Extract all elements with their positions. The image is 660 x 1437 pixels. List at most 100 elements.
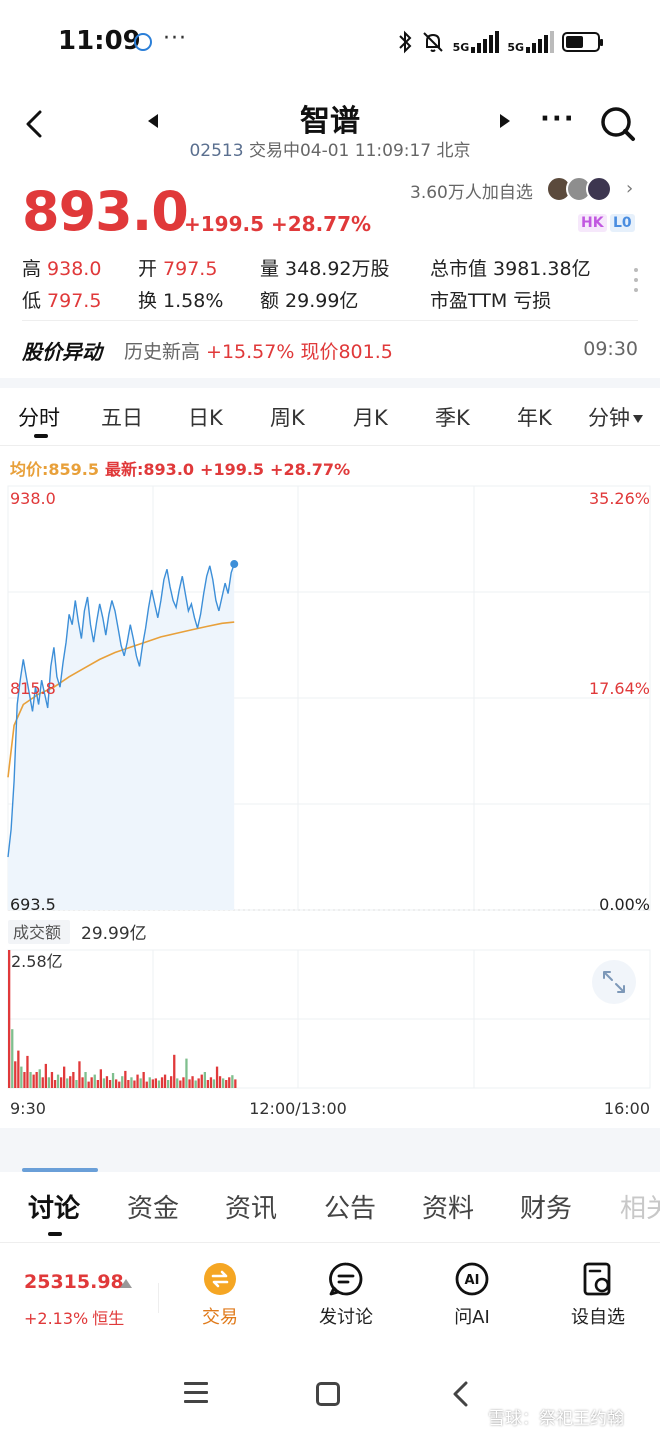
volume-bar — [50, 1072, 54, 1088]
volume-bar — [163, 1074, 167, 1088]
active-tab-indicator — [34, 434, 48, 438]
follower-avatars[interactable] — [546, 176, 612, 202]
watchlist-icon — [583, 1262, 611, 1296]
tab-weekly-k[interactable]: 周K — [270, 406, 305, 430]
discuss-icon — [329, 1262, 363, 1296]
volume-bar — [124, 1070, 127, 1088]
volume-bar — [231, 1075, 234, 1088]
pct-tick-mid: 17.64% — [589, 679, 650, 698]
price-area-fill — [8, 564, 235, 910]
active-tab-indicator — [48, 1232, 62, 1236]
tab-daily-k[interactable]: 日K — [188, 406, 223, 430]
volume-bar — [78, 1061, 81, 1088]
chart-canvas: 938.0 815.8 693.5 35.26% 17.64% 0.00% 成交… — [7, 485, 651, 1118]
volume-bar — [215, 1066, 219, 1088]
intraday-chart[interactable]: 938.0 815.8 693.5 35.26% 17.64% 0.00% 成交… — [0, 480, 660, 1130]
trade-button[interactable]: 交易 — [170, 1261, 270, 1329]
tab-quarterly-k[interactable]: 季K — [435, 406, 470, 430]
volume-bar — [185, 1058, 188, 1088]
volume-bar — [115, 1079, 118, 1088]
stat-value: 亏损 — [513, 290, 552, 312]
vertical-more-icon[interactable] — [634, 268, 638, 298]
volume-bar — [203, 1072, 206, 1088]
volume-bar — [23, 1072, 26, 1088]
chevron-right-icon[interactable]: › — [626, 178, 634, 199]
y-tick-low: 693.5 — [10, 895, 56, 914]
tab-monthly-k[interactable]: 月K — [353, 406, 388, 430]
volume-bar — [133, 1080, 136, 1088]
post-discussion-label: 发讨论 — [319, 1307, 373, 1328]
volume-bar — [108, 1080, 112, 1088]
previous-stock-icon[interactable] — [148, 114, 158, 128]
svg-text:AI: AI — [465, 1273, 480, 1288]
index-change-pct: +2.13% — [24, 1309, 89, 1328]
post-discussion-button[interactable]: 发讨论 — [296, 1261, 396, 1329]
volume-bar — [14, 1061, 17, 1088]
ai-icon: AI — [455, 1262, 489, 1296]
tab-announcements[interactable]: 公告 — [324, 1194, 377, 1224]
status-more-icon: ··· — [163, 26, 187, 51]
status-icons: 5G 5G — [397, 28, 603, 56]
trade-label: 交易 — [202, 1307, 238, 1328]
volume-bar — [188, 1079, 191, 1088]
volume-bar — [218, 1076, 222, 1088]
ask-ai-button[interactable]: AI 问AI — [422, 1261, 522, 1329]
banner-indicator — [22, 1168, 98, 1172]
legend-change-pct: +28.77% — [270, 460, 351, 479]
volume-bar — [197, 1078, 200, 1088]
back-icon[interactable] — [18, 106, 54, 142]
volume-bar — [200, 1074, 203, 1088]
volume-bar — [84, 1072, 87, 1088]
stat-label: 量 — [260, 258, 280, 280]
volume-bar — [8, 950, 11, 1088]
next-stock-icon[interactable] — [500, 114, 510, 128]
index-value[interactable]: 25315.98 — [24, 1271, 124, 1293]
expand-chart-icon[interactable] — [592, 960, 636, 1004]
volume-bar — [118, 1081, 121, 1088]
nav-back-icon[interactable] — [450, 1380, 470, 1408]
tab-profile[interactable]: 资料 — [422, 1194, 475, 1224]
tab-intraday[interactable]: 分时 — [18, 406, 60, 430]
volume-bar — [41, 1077, 44, 1088]
level-tag-l0[interactable]: L0 — [610, 214, 635, 232]
tab-yearly-k[interactable]: 年K — [517, 406, 552, 430]
volume-bar — [191, 1076, 194, 1088]
tab-news[interactable]: 资讯 — [225, 1194, 278, 1224]
volume-bar — [69, 1076, 72, 1088]
tab-capital-flow[interactable]: 资金 — [127, 1194, 180, 1224]
volume-bar — [111, 1073, 115, 1088]
legend-latest-price: 最新:893.0 — [105, 460, 195, 479]
volume-bar — [136, 1074, 139, 1088]
volume-bar — [194, 1080, 197, 1088]
tab-five-day[interactable]: 五日 — [101, 406, 143, 430]
more-menu-icon[interactable]: ··· — [540, 104, 576, 134]
volume-bar — [26, 1055, 29, 1088]
volume-bar — [47, 1077, 50, 1088]
section-separator — [0, 1128, 660, 1172]
search-icon[interactable] — [598, 104, 638, 144]
tab-discussion[interactable]: 讨论 — [28, 1194, 81, 1224]
volume-bar — [145, 1081, 148, 1088]
volume-max: 2.58亿 — [11, 952, 63, 971]
stat-value: 29.99亿 — [285, 290, 359, 312]
home-icon[interactable] — [316, 1382, 340, 1406]
stock-code: 02513 — [189, 141, 244, 161]
recent-apps-icon[interactable] — [184, 1382, 208, 1409]
volume-bar — [72, 1072, 75, 1088]
stat-value: 348.92万股 — [285, 258, 390, 280]
stat-volume: 量 348.92万股 — [260, 254, 390, 281]
index-change[interactable]: +2.13% 恒生 — [24, 1305, 124, 1329]
volume-bar — [121, 1076, 124, 1088]
content-tabs: 讨论 资金 资讯 公告 资料 财务 相关 — [0, 1178, 660, 1240]
volume-bar — [179, 1080, 182, 1088]
price-alert-text[interactable]: 历史新高 +15.57% 现价801.5 — [124, 337, 393, 364]
stat-label: 市盈TTM — [430, 290, 508, 312]
bluetooth-icon — [398, 30, 412, 54]
followers-count[interactable]: 3.60万人加自选 — [410, 183, 533, 203]
y-tick-mid: 815.8 — [10, 679, 56, 698]
add-watchlist-button[interactable]: 设自选 — [548, 1261, 648, 1329]
tab-financials[interactable]: 财务 — [520, 1194, 573, 1224]
tab-related[interactable]: 相关 — [620, 1194, 660, 1224]
ask-ai-label: 问AI — [454, 1307, 490, 1328]
tab-minute[interactable]: 分钟 — [588, 402, 643, 432]
